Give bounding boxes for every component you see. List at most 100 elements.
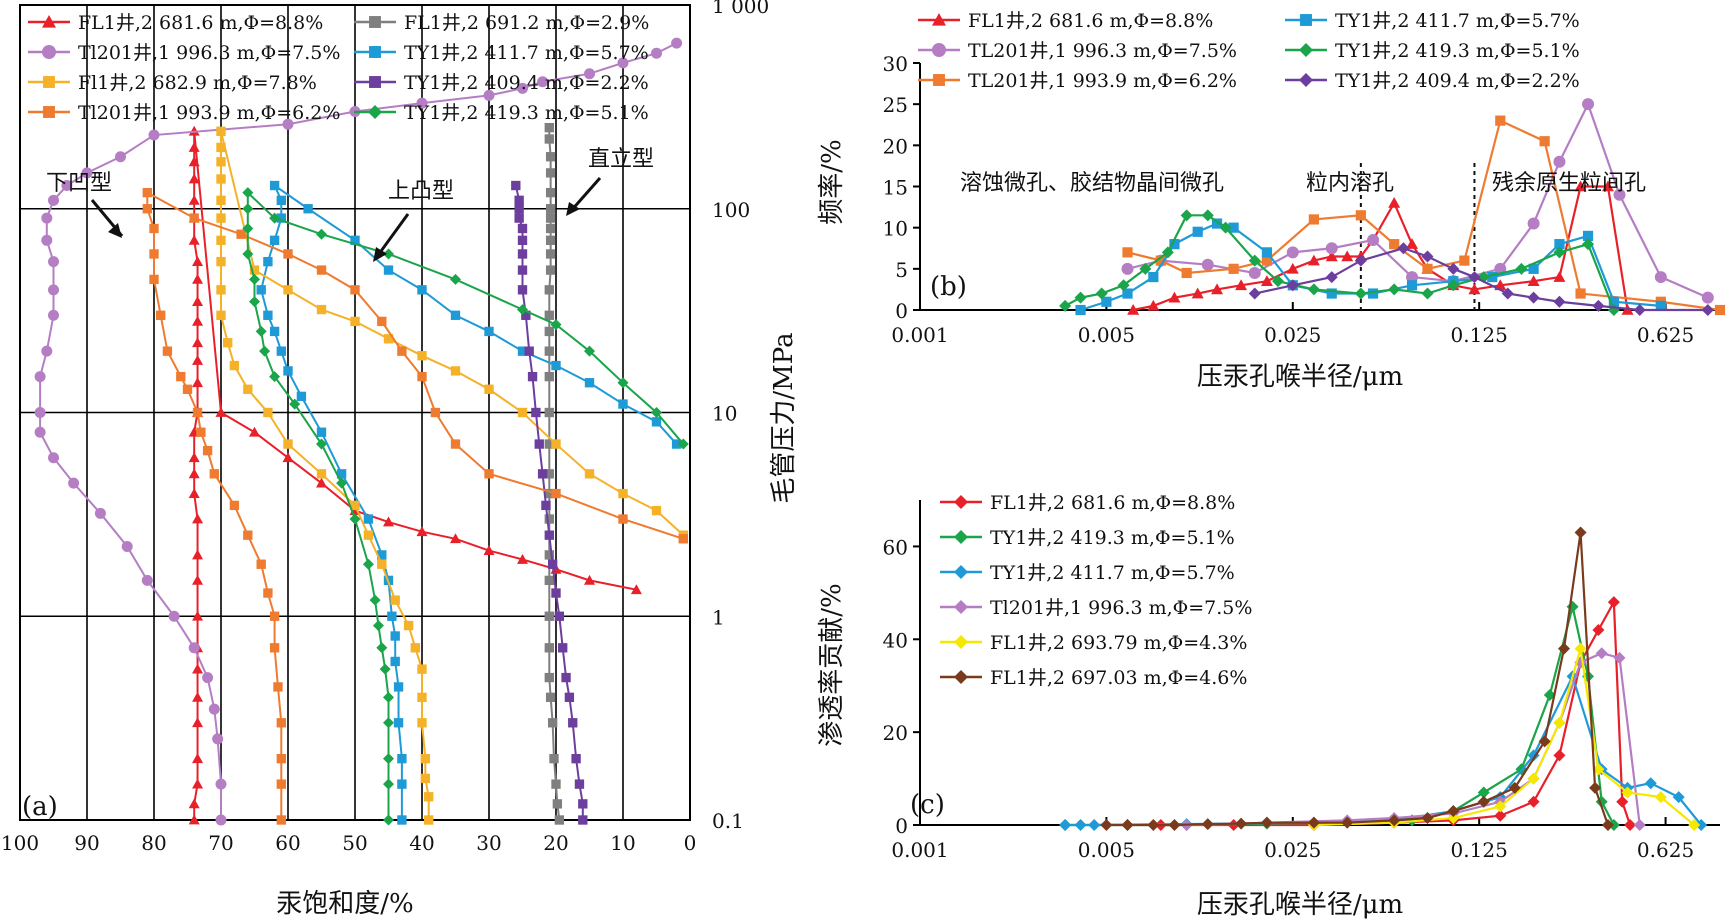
data-point: [424, 792, 434, 802]
legend-a-7-marker: [368, 105, 382, 119]
x-tick-label: 0.005: [1078, 838, 1135, 862]
data-point: [216, 195, 226, 205]
data-point: [41, 345, 53, 357]
data-point: [517, 265, 528, 275]
legend-a-5-marker: [369, 76, 381, 88]
data-point: [283, 285, 293, 295]
data-point: [48, 194, 59, 206]
data-point: [1139, 262, 1152, 275]
series-line: [1127, 119, 1721, 312]
series-c-3: [1180, 647, 1646, 831]
data-point: [387, 611, 397, 621]
data-point: [192, 610, 204, 621]
data-point: [283, 249, 293, 259]
y-tick-label: 1: [712, 605, 725, 629]
data-point: [1075, 304, 1086, 316]
data-point: [1261, 255, 1273, 266]
data-point: [544, 326, 554, 337]
legend-a-4-marker: [43, 76, 55, 88]
y-tick-label: 60: [883, 535, 908, 559]
data-point: [1122, 288, 1133, 299]
data-point: [545, 204, 556, 214]
data-point: [188, 488, 200, 498]
data-point: [283, 439, 293, 449]
data-point: [61, 180, 73, 192]
series-line: [220, 131, 684, 820]
x-tick-label: 0.005: [1078, 323, 1135, 347]
data-point: [276, 815, 286, 825]
data-point: [316, 228, 327, 240]
data-point: [617, 57, 629, 69]
x-tick-label: 0: [684, 831, 697, 855]
data-point: [1553, 246, 1566, 259]
data-point: [410, 643, 420, 653]
data-point: [276, 213, 286, 223]
legend-b-5-marker: [1299, 73, 1313, 87]
data-point: [551, 588, 561, 598]
data-point: [216, 310, 226, 320]
data-point: [450, 366, 461, 376]
data-point: [617, 377, 629, 389]
y-tick-label: 25: [883, 93, 908, 117]
data-point: [1688, 819, 1701, 831]
data-point: [1601, 180, 1614, 192]
data-point: [517, 82, 528, 94]
data-point: [243, 530, 253, 540]
data-point: [651, 47, 662, 59]
data-point: [192, 315, 204, 326]
data-point: [545, 213, 556, 223]
data-point: [350, 316, 360, 327]
data-point: [1621, 786, 1634, 799]
data-point: [383, 265, 394, 275]
data-point: [549, 753, 559, 764]
data-point: [188, 194, 200, 205]
data-point: [1286, 246, 1299, 259]
data-point: [1228, 222, 1239, 233]
data-point: [1654, 271, 1667, 284]
x-tick-label: 0.625: [1637, 838, 1694, 862]
data-point: [1354, 254, 1367, 267]
data-point: [1219, 221, 1232, 234]
legend-b-0-text: FL1井,2 681.6 m,Φ=8.8%: [968, 10, 1213, 32]
series-a-2: [34, 37, 683, 826]
data-point: [316, 438, 327, 450]
data-point: [417, 664, 427, 674]
annotation-convex: 上凸型: [388, 179, 454, 204]
panel-a-xlabel: 汞饱和度/%: [276, 889, 413, 919]
data-point: [316, 477, 327, 488]
data-point: [584, 345, 595, 357]
x-tick-label: 0.025: [1264, 838, 1321, 862]
data-point: [276, 779, 286, 789]
data-point: [574, 779, 585, 789]
data-point: [336, 477, 348, 489]
data-point: [273, 682, 283, 692]
data-point: [1286, 262, 1299, 274]
panel-b-chart: 0.001 0.005 0.025 0.125 0.625 0 5 10 15 20 25 30 (b…: [817, 10, 1726, 392]
x-tick-label: 50: [342, 831, 367, 855]
region-label-micropores: 溶蚀微孔、胶结物晶间微孔: [960, 171, 1224, 196]
legend-b-1-text: TL201井,1 996.3 m,Φ=7.5%: [968, 40, 1237, 62]
data-point: [1468, 271, 1481, 284]
data-point: [1595, 647, 1608, 660]
data-point: [269, 326, 280, 337]
data-point: [1582, 230, 1594, 241]
data-point: [1121, 262, 1134, 275]
data-point: [1574, 526, 1587, 539]
data-point: [383, 814, 394, 826]
y-tick-label: 10: [712, 402, 737, 426]
data-point: [1644, 777, 1657, 790]
data-point: [1613, 188, 1626, 201]
legend-a-0-marker: [42, 15, 56, 28]
data-point: [544, 488, 554, 499]
legend-c-0-marker: [954, 495, 968, 509]
data-point: [544, 346, 554, 356]
data-point: [544, 371, 554, 382]
data-point: [1341, 250, 1354, 262]
data-point: [216, 285, 226, 295]
data-point: [1714, 304, 1726, 316]
data-point: [390, 631, 400, 641]
series-c-2: [1059, 670, 1708, 831]
data-point: [545, 692, 556, 703]
data-point: [1421, 287, 1434, 300]
